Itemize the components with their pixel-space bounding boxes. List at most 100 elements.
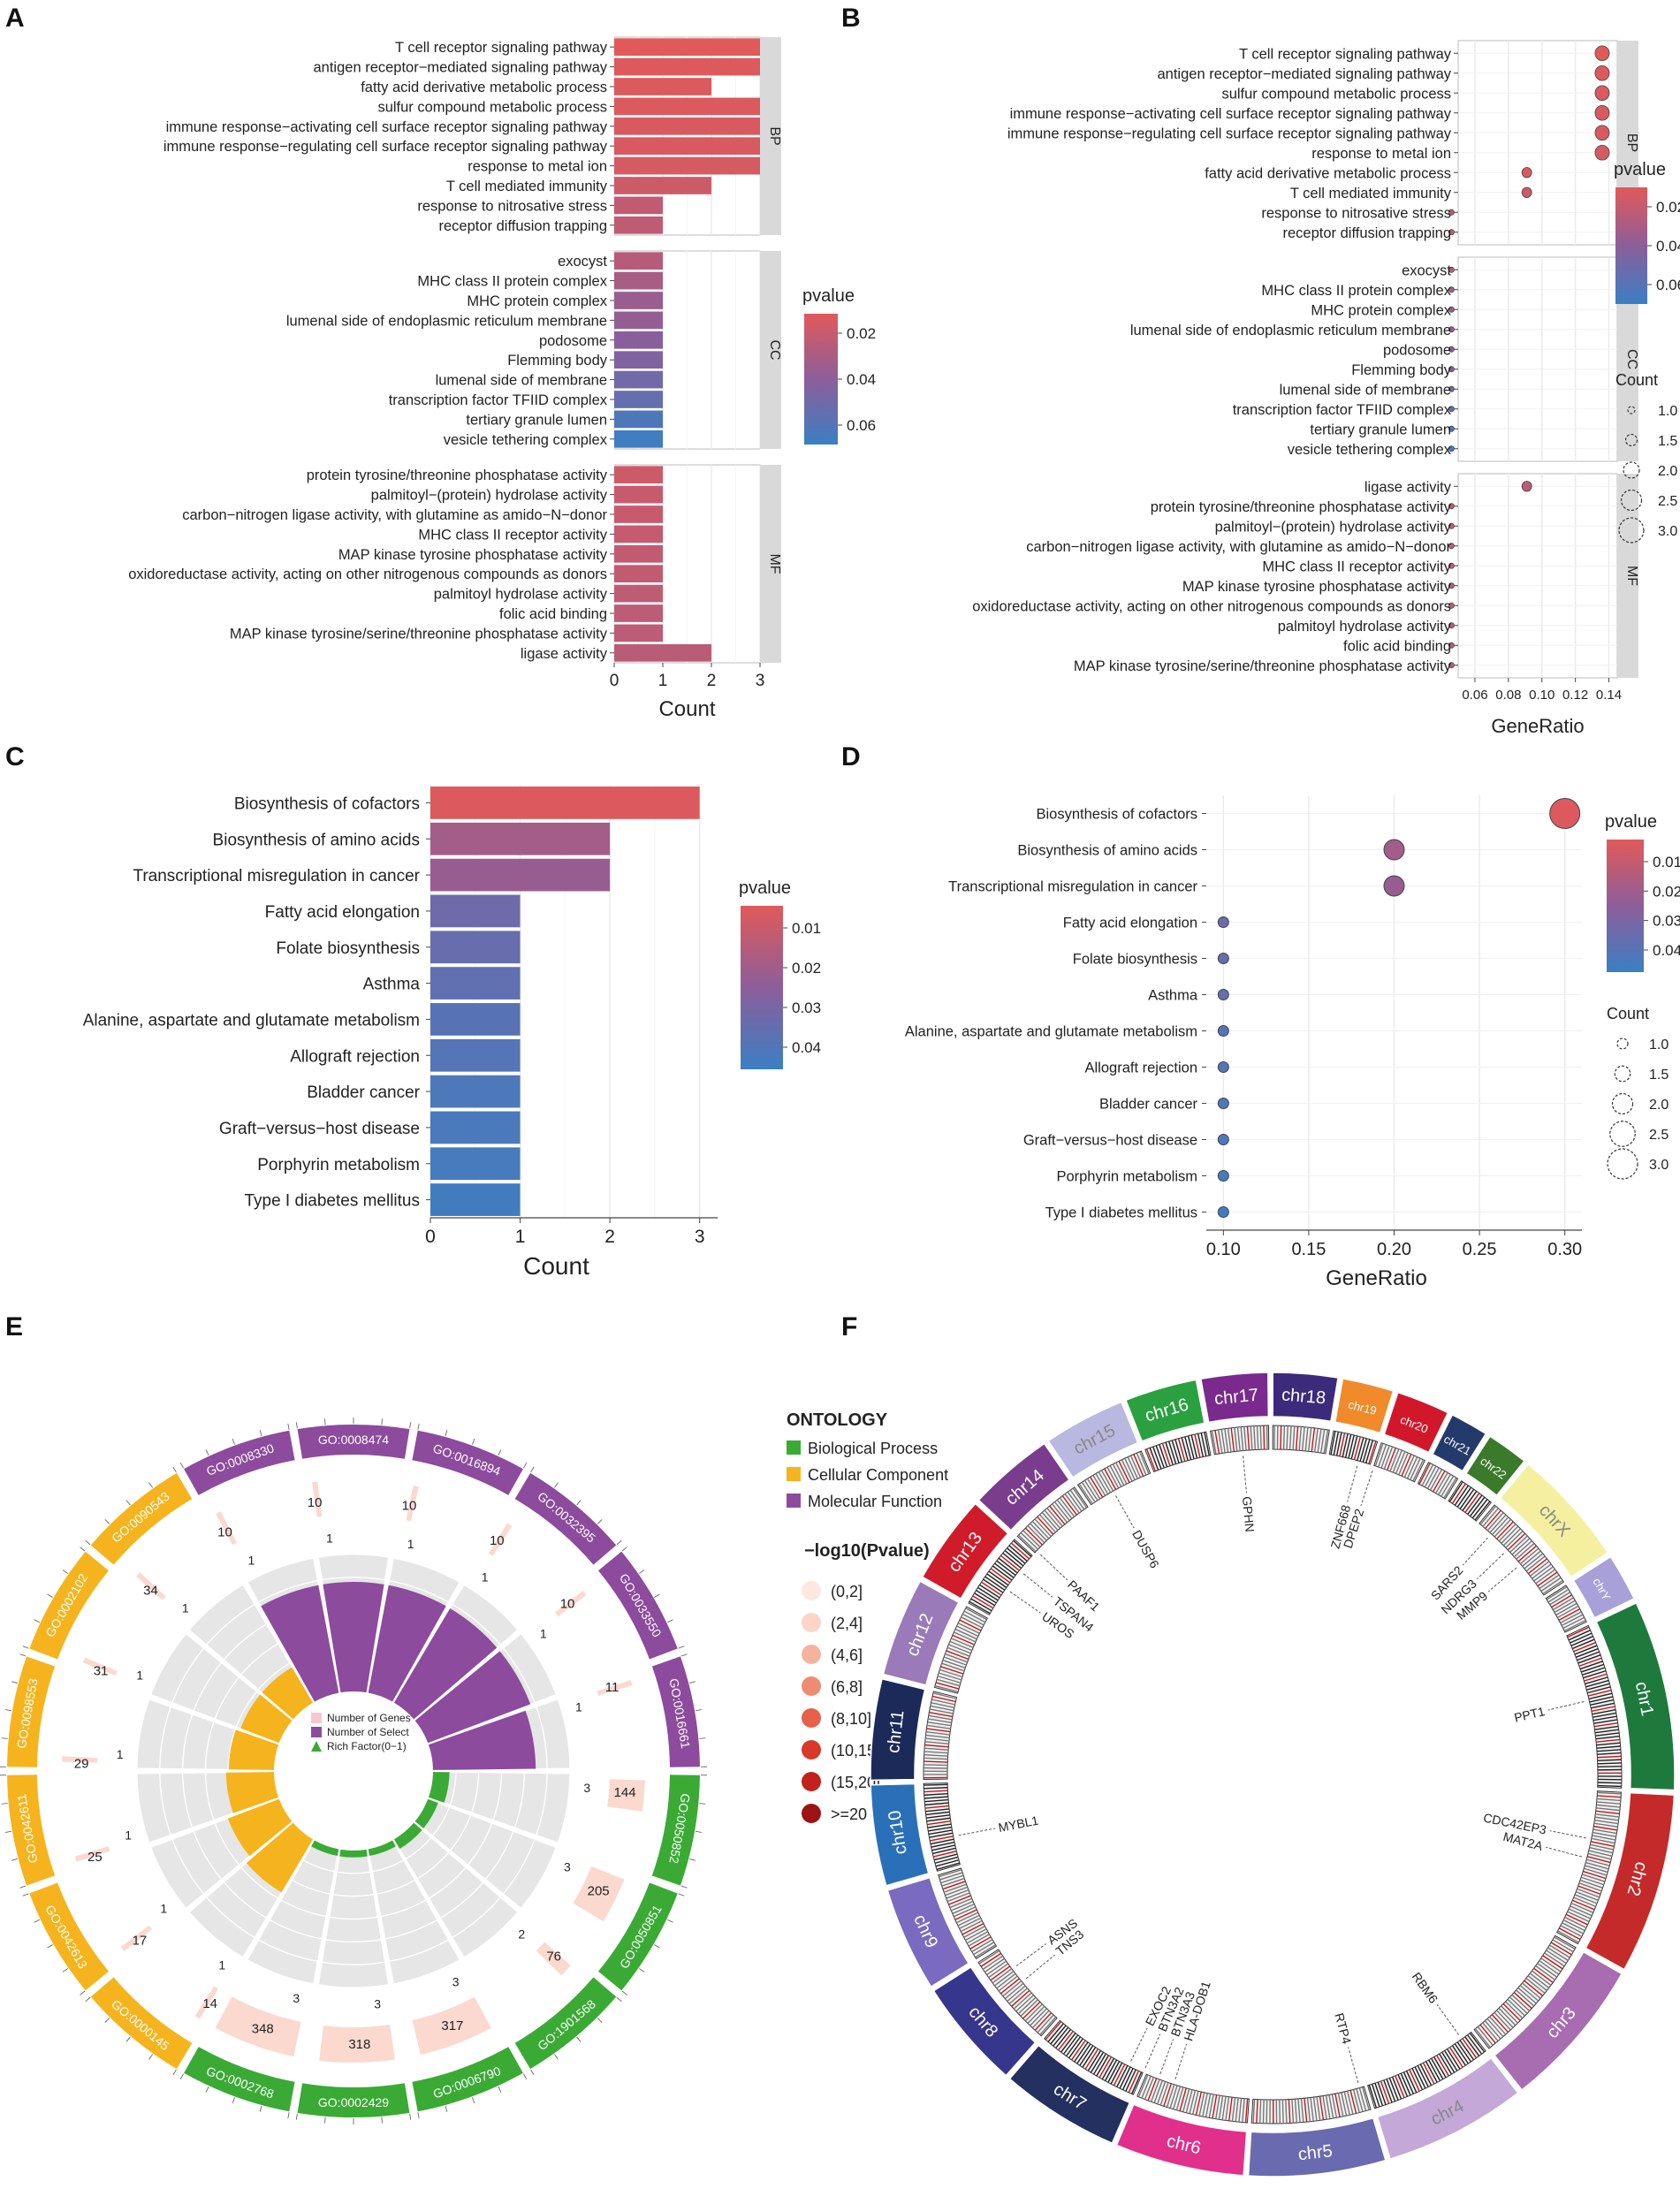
f-cytoband: [1564, 1916, 1587, 1928]
f-cytoband: [1567, 1911, 1590, 1923]
f-cytoband: [1202, 2093, 1208, 2117]
b-dot: [1594, 125, 1610, 141]
f-cytoband: [1525, 1555, 1546, 1572]
f-cytoband: [1565, 1913, 1588, 1926]
f-cytoband: [1079, 2045, 1094, 2066]
f-cytoband: [1464, 1493, 1480, 1513]
f-cytoband: [1262, 2099, 1265, 2124]
e-inner-swatch: [311, 1713, 322, 1723]
e-rich-bar: [227, 1798, 293, 1857]
f-cytoband: [998, 1557, 1018, 1574]
e-rich-bar: [339, 1849, 368, 1858]
e-genes-bar: [406, 1486, 419, 1522]
f-cytoband: [1410, 1457, 1421, 1480]
e-scale-tick: [472, 1438, 475, 1445]
e-scale-tick: [148, 2054, 153, 2060]
e-sector-band: [597, 1882, 678, 1991]
f-cytoband: [1159, 2082, 1169, 2106]
a-xlabel: Count: [658, 697, 715, 721]
d-size-legend-label: 2.0: [1649, 1098, 1669, 1113]
f-cytoband: [974, 1592, 995, 1607]
e-pv-label: (4,6]: [831, 1646, 863, 1664]
f-cytoband: [1053, 1501, 1070, 1521]
f-cytoband: [1059, 1497, 1076, 1517]
f-cytoband: [978, 1950, 1000, 1965]
b-size-legend-title: Count: [1615, 371, 1658, 389]
f-cytoband: [1540, 1577, 1562, 1592]
f-chromosome-band: [1124, 1379, 1205, 1442]
a-category-label: vesicle tethering complex: [444, 432, 608, 448]
b-xtick-label: 0.06: [1462, 688, 1487, 703]
f-cytoband: [1522, 1550, 1541, 1567]
f-cytoband: [1380, 2080, 1390, 2104]
e-rich-grid: [227, 1729, 236, 1770]
d-dot: [1217, 1134, 1229, 1145]
f-cytoband: [1368, 1440, 1377, 1464]
f-cytoband: [1291, 2099, 1295, 2124]
f-cytoband: [1337, 2093, 1344, 2117]
f-cytoband: [1027, 1525, 1045, 1544]
e-select-value: 1: [247, 1554, 255, 1568]
f-cytoband: [954, 1909, 977, 1920]
f-gene-connector: [1360, 1470, 1373, 1507]
b-category-label: antigen receptor−mediated signaling path…: [1157, 66, 1451, 82]
d-size-legend-circle: [1611, 1092, 1634, 1115]
a-bar: [614, 466, 663, 484]
f-cytoband: [1011, 1989, 1030, 2007]
f-cytoband: [1462, 1491, 1478, 1511]
f-cytoband: [984, 1576, 1006, 1591]
f-cytoband: [1298, 1426, 1303, 1451]
f-cytoband: [1235, 2097, 1239, 2122]
f-gene-connector: [1115, 1495, 1135, 1529]
f-cytoband: [1591, 1702, 1615, 1709]
f-cytoband: [984, 1957, 1005, 1973]
f-cytoband: [1018, 1534, 1037, 1553]
f-cytoband: [988, 1570, 1009, 1586]
f-cytoband: [1231, 2097, 1236, 2122]
e-pv-swatch: [802, 1804, 821, 1823]
f-cytoband: [1426, 1467, 1440, 1489]
f-cytoband: [1592, 1835, 1616, 1841]
f-cytoband: [1448, 2047, 1463, 2068]
f-cytoband: [1433, 2056, 1447, 2079]
f-cytoband: [924, 1751, 948, 1754]
f-cytoband: [1083, 1479, 1098, 1501]
b-category-label: lumenal side of membrane: [1280, 382, 1451, 398]
f-cytoband: [1494, 1518, 1512, 1538]
f-cytoband: [1072, 1487, 1088, 1509]
e-scale-tick: [654, 1593, 660, 1598]
f-cytoband: [926, 1820, 951, 1826]
b-category-label: ligase activity: [1365, 479, 1452, 495]
f-cytoband: [1519, 1547, 1539, 1565]
e-scale-tick: [417, 1423, 420, 1430]
f-cytoband: [934, 1856, 959, 1864]
f-cytoband: [1007, 1985, 1026, 2003]
e-scale-tick: [678, 1893, 685, 1896]
b-category-label: MAP kinase tyrosine phosphatase activity: [1182, 579, 1452, 595]
e-rich-bar: [428, 1710, 536, 1770]
f-cytoband: [956, 1912, 979, 1924]
f-cytoband: [1157, 2081, 1167, 2105]
f-cytoband: [1107, 2061, 1121, 2083]
f-cytoband: [1137, 2074, 1149, 2098]
f-cytoband: [1350, 1435, 1358, 1460]
f-cytoband: [1485, 1509, 1501, 1530]
f-cytoband: [1570, 1905, 1593, 1917]
f-cytoband: [924, 1783, 948, 1786]
f-cytoband: [1101, 2057, 1115, 2080]
f-cytoband: [1342, 1433, 1349, 1457]
e-legend-label: Cellular Component: [808, 1466, 948, 1484]
e-pv-label: (10,15]: [831, 1742, 880, 1760]
f-cytoband: [926, 1817, 951, 1822]
e-scale-tick: [5, 1830, 12, 1833]
e-rich-grid: [416, 1851, 449, 1880]
f-gene-label: RTP4: [1332, 2011, 1354, 2046]
b-category-label: receptor diffusion trapping: [1283, 225, 1451, 241]
f-cytoband: [1560, 1925, 1583, 1937]
f-cytoband: [969, 1936, 992, 1950]
a-category-label: T cell mediated immunity: [446, 179, 608, 194]
c-category-label: Alanine, aspartate and glutamate metabol…: [83, 1011, 420, 1030]
e-pv-title: −log10(Pvalue): [804, 1541, 930, 1561]
f-cytoband: [1594, 1725, 1619, 1730]
e-pv-swatch: [802, 1581, 821, 1600]
